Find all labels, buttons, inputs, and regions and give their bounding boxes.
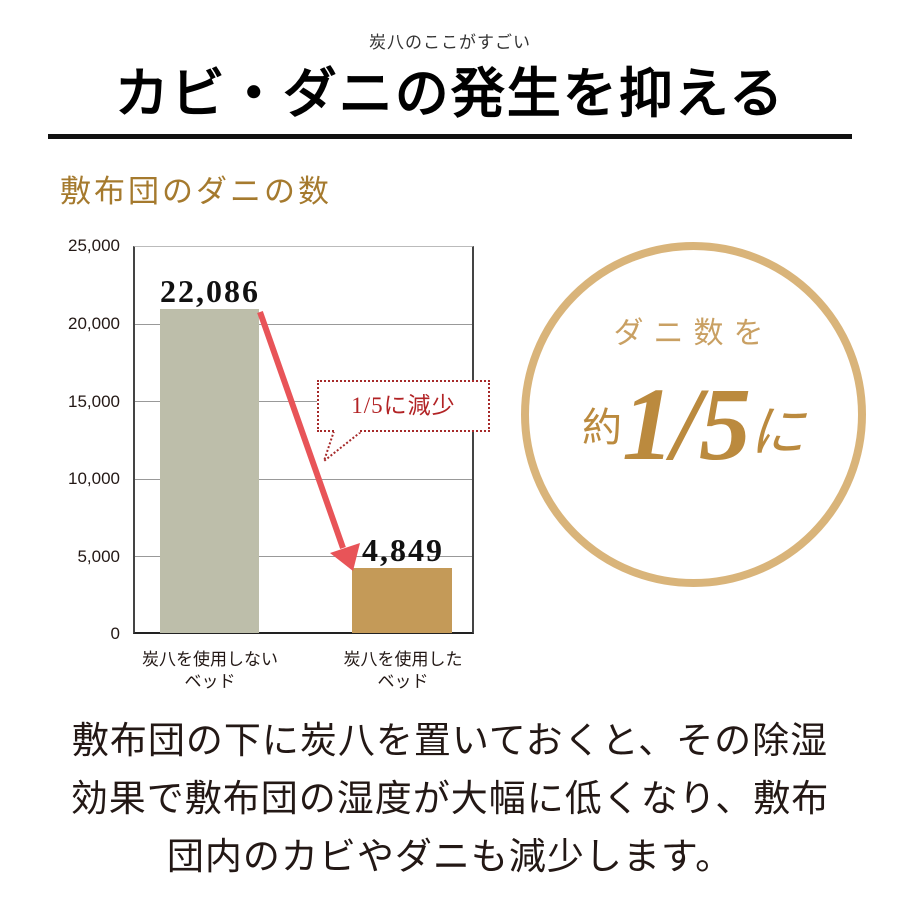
bar-with-sumihachi — [352, 568, 452, 633]
x-label-without-line2: ベッド — [184, 672, 236, 692]
gridline-5000 — [135, 556, 472, 557]
x-label-without: 炭八を使用しない ベッド — [110, 649, 310, 693]
x-label-without-line1: 炭八を使用しない — [142, 650, 278, 670]
reduction-badge-ring — [521, 242, 866, 587]
gridline-15000 — [135, 401, 472, 402]
badge-line1: ダニ数を — [613, 316, 774, 351]
badge-suffix: に — [748, 402, 805, 464]
title-underline-divider — [48, 134, 852, 139]
y-tick-10000: 10,000 — [68, 469, 120, 488]
description-line-3: 団内のカビやダニも減少します。 — [166, 835, 734, 878]
section-kicker: 炭八のここがすごい — [369, 33, 531, 53]
gridline-20000 — [135, 324, 472, 325]
y-tick-0: 0 — [110, 624, 120, 643]
chart-plot-area — [133, 246, 474, 634]
description-line-2: 効果で敷布団の湿度が大幅に低くなり、敷布 — [70, 777, 830, 820]
badge-fraction: 1/5 — [622, 367, 751, 482]
page-title: カビ・ダニの発生を抑える — [114, 62, 786, 125]
reduction-callout: 1/5に減少 — [317, 380, 490, 432]
bar-value-label-with: 4,849 — [362, 532, 444, 568]
bar-value-label-without: 22,086 — [160, 273, 260, 309]
y-tick-15000: 15,000 — [68, 392, 120, 411]
badge-approx: 約 — [582, 405, 623, 450]
bar-without-sumihachi — [160, 309, 259, 633]
chart-title: 敷布団のダニの数 — [60, 174, 332, 210]
y-tick-25000: 25,000 — [68, 236, 120, 255]
y-tick-20000: 20,000 — [68, 314, 120, 333]
gridline-10000 — [135, 479, 472, 480]
y-tick-5000: 5,000 — [77, 547, 120, 566]
x-label-with-line1: 炭八を使用した — [343, 650, 463, 670]
x-label-with: 炭八を使用した ベッド — [305, 649, 501, 693]
description-paragraph: 敷布団の下に炭八を置いておくと、その除湿 効果で敷布団の湿度が大幅に低くなり、敷… — [0, 712, 900, 886]
x-label-with-line2: ベッド — [377, 672, 429, 692]
badge-main: 約1/5に — [521, 365, 866, 484]
description-line-1: 敷布団の下に炭八を置いておくと、その除湿 — [71, 719, 829, 762]
